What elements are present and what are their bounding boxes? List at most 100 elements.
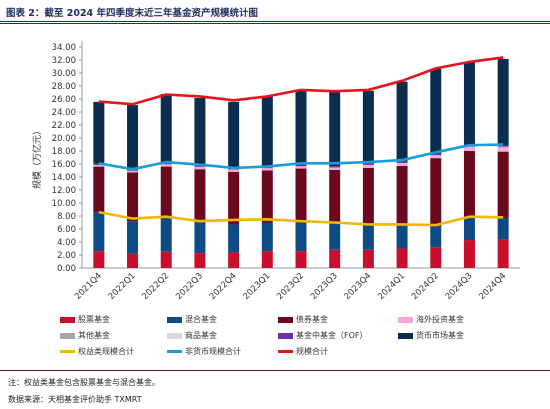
series-line <box>98 56 504 106</box>
y-tick-label: 6.00 <box>57 225 76 235</box>
bar-segment <box>228 169 240 172</box>
legend-item: 权益类规模合计 <box>60 346 134 357</box>
bar-segment <box>261 222 273 252</box>
bar-segment <box>194 169 206 222</box>
bar-segment <box>396 225 408 249</box>
bar-segment <box>228 101 240 169</box>
y-tick-label: 2.00 <box>57 251 76 261</box>
legend-swatch <box>167 332 182 339</box>
bar-segment <box>497 147 509 152</box>
bar-segment <box>430 158 442 227</box>
legend-item: 其他基金 <box>60 330 110 341</box>
bar-segment <box>261 170 273 223</box>
y-tick-label: 22.00 <box>52 121 76 131</box>
bar-segment <box>160 217 172 252</box>
legend-item: 商品基金 <box>167 330 217 341</box>
bar-segment <box>295 90 307 165</box>
legend-label: 非货币规模合计 <box>185 347 241 356</box>
bar-segment <box>93 165 105 167</box>
legend-item: 基金中基金（FOF） <box>278 330 368 341</box>
y-tick-label: 0.00 <box>57 264 76 274</box>
legend-row: 其他基金 商品基金 基金中基金（FOF） 货币市场基金 <box>60 330 550 346</box>
bar-segment <box>228 224 240 253</box>
legend-label: 规模合计 <box>296 347 328 356</box>
bar-segment <box>295 166 307 169</box>
bar-segment <box>497 58 509 146</box>
bar-segment <box>329 169 341 224</box>
bar-segment <box>463 151 475 218</box>
bar-segment <box>160 164 172 167</box>
bar-segment <box>463 61 475 146</box>
bar-segment <box>160 166 172 218</box>
legend-label: 基金中基金（FOF） <box>296 331 368 340</box>
x-tick-label: 2024Q2 <box>410 271 441 302</box>
bar-segment <box>329 166 341 168</box>
x-tick-label: 2024Q4 <box>477 271 508 302</box>
y-tick-label: 14.00 <box>52 173 76 183</box>
bar-segment <box>127 221 139 254</box>
bar-segment <box>127 105 139 170</box>
legend-swatch <box>278 316 293 323</box>
y-tick-label: 4.00 <box>57 238 76 248</box>
bar-segment <box>497 145 509 147</box>
bar-segment <box>295 168 307 222</box>
bar-segment <box>160 162 172 165</box>
bar-segment <box>194 97 206 166</box>
legend-swatch <box>60 350 75 353</box>
y-tick-label: 32.00 <box>52 56 76 66</box>
bar-segment <box>127 172 139 222</box>
x-tick-label: 2022Q2 <box>140 271 171 302</box>
bar-segment <box>430 68 442 154</box>
legend-label: 其他基金 <box>78 331 110 340</box>
y-tick-label: 26.00 <box>52 95 76 105</box>
bar-segment <box>362 165 374 168</box>
legend-label: 海外投资基金 <box>416 315 464 324</box>
bar-segment <box>396 248 408 268</box>
title-rule <box>0 21 550 22</box>
x-tick-label: 2024Q3 <box>444 271 475 302</box>
chart-legend: 股票基金 混合基金 债券基金 海外投资基金 其他基金 商品基金 基金中基金（FOF） 货币市场… <box>60 314 550 362</box>
chart-title: 图表 2：截至 2024 年四季度末近三年基金资产规模统计图 <box>6 8 258 19</box>
footnote: 注：权益类基金包含股票基金与混合基金。 <box>8 378 160 387</box>
legend-swatch <box>278 350 293 353</box>
bar-segment <box>396 81 408 162</box>
x-tick-label: 2022Q3 <box>174 271 205 302</box>
x-tick-label: 2023Q2 <box>275 271 306 302</box>
x-tick-label: 2023Q3 <box>309 271 340 302</box>
bar-segment <box>295 251 307 268</box>
bar-segment <box>261 251 273 268</box>
bar-segment <box>194 253 206 268</box>
legend-swatch <box>167 350 182 353</box>
y-tick-label: 34.00 <box>52 43 76 53</box>
legend-swatch <box>398 332 413 339</box>
bar-segment <box>228 171 240 225</box>
legend-label: 股票基金 <box>78 315 110 324</box>
legend-item: 混合基金 <box>167 314 217 325</box>
bar-segment <box>396 165 408 226</box>
bar-segment <box>430 247 442 268</box>
bar-segment <box>396 163 408 166</box>
bar-segment <box>93 101 105 164</box>
legend-swatch <box>167 316 182 323</box>
bar-segment <box>93 212 105 252</box>
y-tick-label: 10.00 <box>52 199 76 209</box>
bar-segment <box>430 155 442 159</box>
legend-swatch <box>60 316 75 323</box>
legend-label: 商品基金 <box>185 331 217 340</box>
title-rule-secondary <box>0 23 550 24</box>
legend-swatch <box>278 332 293 339</box>
x-tick-label: 2022Q4 <box>208 271 239 302</box>
data-source: 数据来源：天相基金评价助手 TXMRT <box>8 395 142 404</box>
legend-row: 权益类规模合计 非货币规模合计 规模合计 <box>60 346 550 362</box>
bar-segment <box>497 151 509 218</box>
x-tick-label: 2023Q4 <box>343 271 374 302</box>
series-line <box>98 210 504 227</box>
bar-segment <box>93 251 105 268</box>
bar-segment <box>194 221 206 254</box>
y-tick-label: 12.00 <box>52 186 76 196</box>
bar-segment <box>329 92 341 167</box>
bar-segment <box>160 251 172 268</box>
x-tick-label: 2023Q1 <box>242 271 273 302</box>
legend-label: 债券基金 <box>296 315 328 324</box>
legend-item: 债券基金 <box>278 314 328 325</box>
